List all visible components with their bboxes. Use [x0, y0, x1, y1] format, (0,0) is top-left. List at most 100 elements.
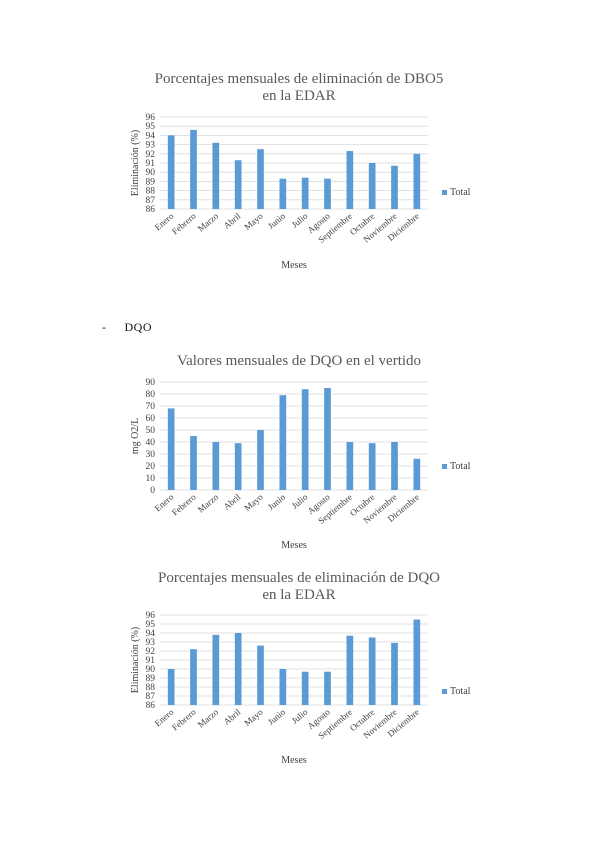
- bar-marzo: [212, 142, 220, 209]
- bar-abril: [234, 633, 242, 705]
- y-tick-label: 94: [146, 131, 156, 141]
- y-axis-title: mg O2/L: [130, 418, 141, 454]
- y-tick-label: 96: [146, 611, 156, 621]
- legend-label: Total: [450, 461, 471, 472]
- y-tick-label: 50: [146, 426, 156, 436]
- heading-text: DQO: [124, 320, 152, 334]
- bar-abril: [234, 443, 242, 490]
- bar-agosto: [324, 388, 331, 490]
- chart-dqo-discharge: Valores mensuales de DQO en el vertido 0 1…: [0, 350, 599, 555]
- section-heading-dqo: - DQO: [102, 320, 152, 335]
- y-tick-label: 87: [146, 692, 156, 702]
- y-tick-label: 86: [146, 205, 156, 215]
- bar-julio: [301, 671, 309, 705]
- x-category-label: Marzo: [196, 492, 221, 515]
- y-tick-label: 88: [146, 187, 156, 197]
- x-category-label: Junio: [266, 492, 288, 513]
- bar-enero: [167, 408, 175, 490]
- bar-noviembre: [391, 165, 398, 209]
- chart-dbo5-removal: Porcentajes mensuales de eliminación de …: [0, 70, 599, 275]
- bar-junio: [279, 395, 287, 490]
- bar-agosto: [324, 178, 331, 209]
- bar-noviembre: [391, 642, 398, 705]
- y-tick-label: 93: [146, 141, 156, 151]
- bar-marzo: [212, 634, 220, 705]
- legend-swatch: [442, 190, 447, 195]
- y-tick-label: 90: [146, 168, 156, 178]
- bar-octubre: [368, 443, 376, 490]
- x-axis-title: Meses: [281, 260, 307, 271]
- x-category-label: Marzo: [196, 707, 221, 730]
- legend-swatch: [442, 689, 447, 694]
- bar-enero: [167, 669, 175, 705]
- bar-octubre: [368, 637, 376, 705]
- chart-dqo-removal: Porcentajes mensuales de eliminación de …: [0, 570, 599, 775]
- y-tick-label: 10: [146, 474, 156, 484]
- y-tick-label: 89: [146, 674, 156, 684]
- y-tick-label: 70: [146, 402, 156, 412]
- y-tick-label: 95: [146, 620, 156, 630]
- y-tick-label: 93: [146, 638, 156, 648]
- chart-title-line: en la EDAR: [262, 88, 335, 104]
- y-tick-label: 95: [146, 122, 156, 132]
- legend-label: Total: [450, 187, 471, 198]
- y-tick-label: 90: [146, 378, 156, 388]
- x-category-label: Abril: [221, 707, 242, 727]
- bar-marzo: [212, 442, 220, 490]
- x-category-label: Junio: [266, 707, 288, 728]
- bar-septiembre: [346, 635, 354, 705]
- chart-dbo5-removal-svg: Porcentajes mensuales de eliminación de …: [130, 71, 471, 271]
- chart-title-line: Porcentajes mensuales de eliminación de …: [158, 570, 440, 586]
- chart-title-line: Valores mensuales de DQO en el vertido: [177, 353, 421, 369]
- bar-julio: [301, 389, 309, 490]
- bar-enero: [167, 135, 175, 209]
- x-category-label: Mayo: [242, 211, 265, 232]
- bar-abril: [234, 160, 242, 209]
- y-tick-label: 91: [146, 656, 156, 666]
- y-tick-label: 92: [146, 647, 156, 657]
- legend-label: Total: [450, 686, 471, 697]
- bar-junio: [279, 178, 287, 209]
- y-tick-label: 91: [146, 159, 156, 169]
- bar-diciembre: [413, 458, 421, 490]
- bar-julio: [301, 177, 309, 209]
- bar-febrero: [190, 436, 197, 490]
- y-tick-label: 80: [146, 390, 156, 400]
- bar-febrero: [190, 649, 197, 705]
- bar-noviembre: [391, 442, 398, 490]
- bar-mayo: [257, 430, 264, 490]
- y-tick-label: 89: [146, 177, 156, 187]
- bar-diciembre: [413, 619, 421, 705]
- bar-octubre: [368, 163, 376, 209]
- x-category-label: Febrero: [170, 707, 198, 733]
- x-category-label: Mayo: [242, 492, 265, 513]
- y-tick-label: 40: [146, 438, 156, 448]
- y-tick-label: 88: [146, 683, 156, 693]
- y-tick-label: 20: [146, 462, 156, 472]
- x-axis-title: Meses: [281, 755, 307, 766]
- y-tick-label: 90: [146, 665, 156, 675]
- y-tick-label: 94: [146, 629, 156, 639]
- x-category-label: Abril: [221, 211, 242, 231]
- x-category-label: Abril: [221, 492, 242, 512]
- x-category-label: Febrero: [170, 211, 198, 237]
- bar-septiembre: [346, 442, 354, 490]
- y-tick-label: 87: [146, 196, 156, 206]
- bar-febrero: [190, 129, 197, 209]
- heading-dash: -: [102, 320, 107, 334]
- chart-title-line: Porcentajes mensuales de eliminación de …: [155, 71, 444, 87]
- bar-septiembre: [346, 151, 354, 209]
- legend-swatch: [442, 464, 447, 469]
- chart-dqo-discharge-svg: Valores mensuales de DQO en el vertido 0 1…: [130, 353, 471, 551]
- chart-dqo-removal-svg: Porcentajes mensuales de eliminación de …: [130, 570, 471, 766]
- y-tick-label: 60: [146, 414, 156, 424]
- x-category-label: Junio: [266, 211, 288, 232]
- bar-mayo: [257, 645, 264, 705]
- x-axis-title: Meses: [281, 540, 307, 551]
- bar-junio: [279, 669, 287, 705]
- y-axis-title: Eliminación (%): [130, 130, 141, 196]
- x-category-label: Febrero: [170, 492, 198, 518]
- y-axis-title: Eliminación (%): [130, 627, 141, 693]
- y-tick-label: 30: [146, 450, 156, 460]
- chart-title-line: en la EDAR: [262, 587, 335, 603]
